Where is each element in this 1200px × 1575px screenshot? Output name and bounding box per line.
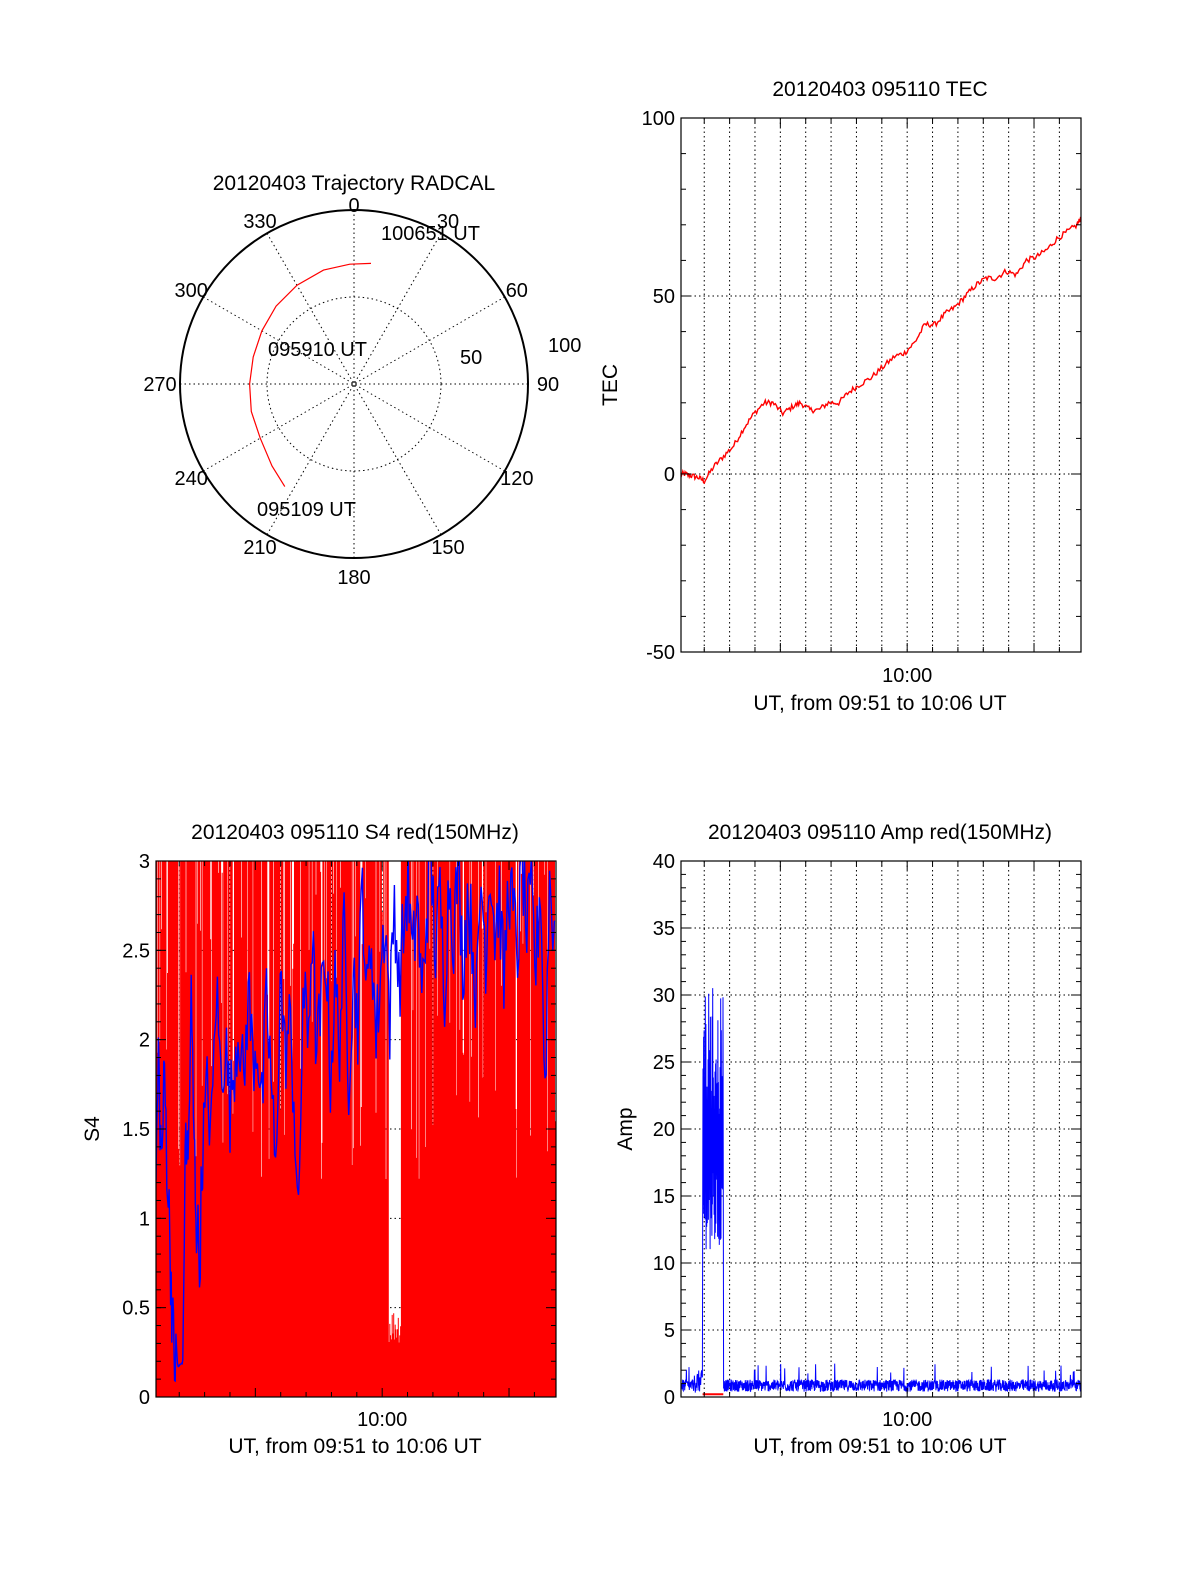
polar-azimuth-label: 300 [174, 280, 207, 302]
polar-azimuth-label: 240 [174, 468, 207, 490]
tec-frame [680, 117, 1082, 653]
amp-x-tick-label: 10:00 [882, 1409, 932, 1431]
polar-azimuth-label: 210 [243, 537, 276, 559]
amp-ytick-label: 25 [653, 1052, 675, 1074]
s4-y-tick-labels: 0 0.5 1 1.5 2 2.5 3 [122, 851, 150, 1409]
s4-ticks [156, 860, 556, 1398]
amp-blue-series [681, 988, 1081, 1393]
s4-ytick-label: 1.5 [122, 1119, 150, 1141]
polar-azimuth-label: 90 [537, 374, 559, 396]
amp-ytick-label: 20 [653, 1119, 675, 1141]
polar-radial-label-50: 50 [460, 347, 482, 369]
tec-grid [681, 118, 1081, 652]
polar-azimuth-label: 150 [431, 537, 464, 559]
s4-ytick-label: 0 [139, 1387, 150, 1409]
trajectory-end-label: 100651 UT [381, 223, 480, 245]
polar-azimuth-label: 270 [143, 374, 176, 396]
polar-azimuth-label: 120 [500, 468, 533, 490]
s4-ytick-label: 3 [139, 851, 150, 873]
polar-azimuth-labels: 0 30 60 90 120 150 180 210 240 270 300 330 [143, 195, 559, 589]
tec-x-tick-label: 10:00 [882, 665, 932, 687]
polar-trajectory-line [248, 262, 372, 487]
s4-y-axis-label: S4 [81, 1116, 104, 1142]
amp-plot: 20120403 095110 Amp red(150MHz) 0 5 10 15 20… [614, 821, 1082, 1458]
tec-y-tick-labels: -50 0 50 100 [642, 108, 675, 664]
tec-y-axis-label: TEC [599, 364, 622, 406]
amp-y-tick-labels: 0 5 10 15 20 25 30 35 40 [653, 851, 675, 1409]
amp-ytick-label: 15 [653, 1186, 675, 1208]
s4-ytick-label: 2 [139, 1030, 150, 1052]
s4-ytick-label: 2.5 [122, 940, 150, 962]
tec-plot: 20120403 095110 TEC -50 0 50 100 10:00 UT, … [599, 78, 1082, 715]
amp-grid [681, 861, 1081, 1397]
tec-series-line [680, 216, 1082, 485]
polar-azimuth-label: 0 [348, 195, 359, 217]
tec-ticks [681, 117, 1081, 653]
trajectory-start-label: 095109 UT [257, 499, 356, 521]
amp-ytick-label: 0 [664, 1387, 675, 1409]
s4-plot: 20120403 095110 S4 red(150MHz) 0 0.5 1 1.5 2… [81, 821, 557, 1458]
tec-ytick-label: -50 [646, 642, 675, 664]
tec-ytick-label: 0 [664, 464, 675, 486]
polar-radial-label-100: 100 [548, 335, 581, 357]
amp-y-axis-label: Amp [614, 1107, 637, 1150]
s4-title: 20120403 095110 S4 red(150MHz) [191, 821, 519, 844]
tec-ytick-label: 50 [653, 286, 675, 308]
polar-trajectory-plot: 20120403 Trajectory RADCAL 0 30 60 90 120 150… [143, 172, 581, 589]
polar-title: 20120403 Trajectory RADCAL [213, 172, 496, 195]
amp-title: 20120403 095110 Amp red(150MHz) [708, 821, 1052, 844]
s4-ytick-label: 1 [139, 1208, 150, 1230]
s4-x-tick-label: 10:00 [357, 1409, 407, 1431]
amp-ytick-label: 10 [653, 1253, 675, 1275]
s4-ytick-label: 0.5 [122, 1298, 150, 1320]
tec-x-axis-label: UT, from 09:51 to 10:06 UT [753, 692, 1006, 715]
amp-ytick-label: 30 [653, 985, 675, 1007]
amp-ytick-label: 40 [653, 851, 675, 873]
tec-title: 20120403 095110 TEC [772, 78, 987, 101]
polar-azimuth-label: 60 [506, 280, 528, 302]
tec-ytick-label: 100 [642, 108, 675, 130]
amp-ytick-label: 35 [653, 918, 675, 940]
polar-azimuth-label: 180 [337, 567, 370, 589]
s4-blue-series [156, 861, 556, 1383]
polar-azimuth-label: 30 [437, 211, 459, 233]
trajectory-mid-label: 095910 UT [268, 339, 367, 361]
amp-ticks [681, 860, 1081, 1398]
s4-red-series [156, 861, 556, 1397]
polar-azimuth-label: 330 [243, 211, 276, 233]
s4-x-axis-label: UT, from 09:51 to 10:06 UT [228, 1435, 481, 1458]
amp-x-axis-label: UT, from 09:51 to 10:06 UT [753, 1435, 1006, 1458]
amp-ytick-label: 5 [664, 1320, 675, 1342]
